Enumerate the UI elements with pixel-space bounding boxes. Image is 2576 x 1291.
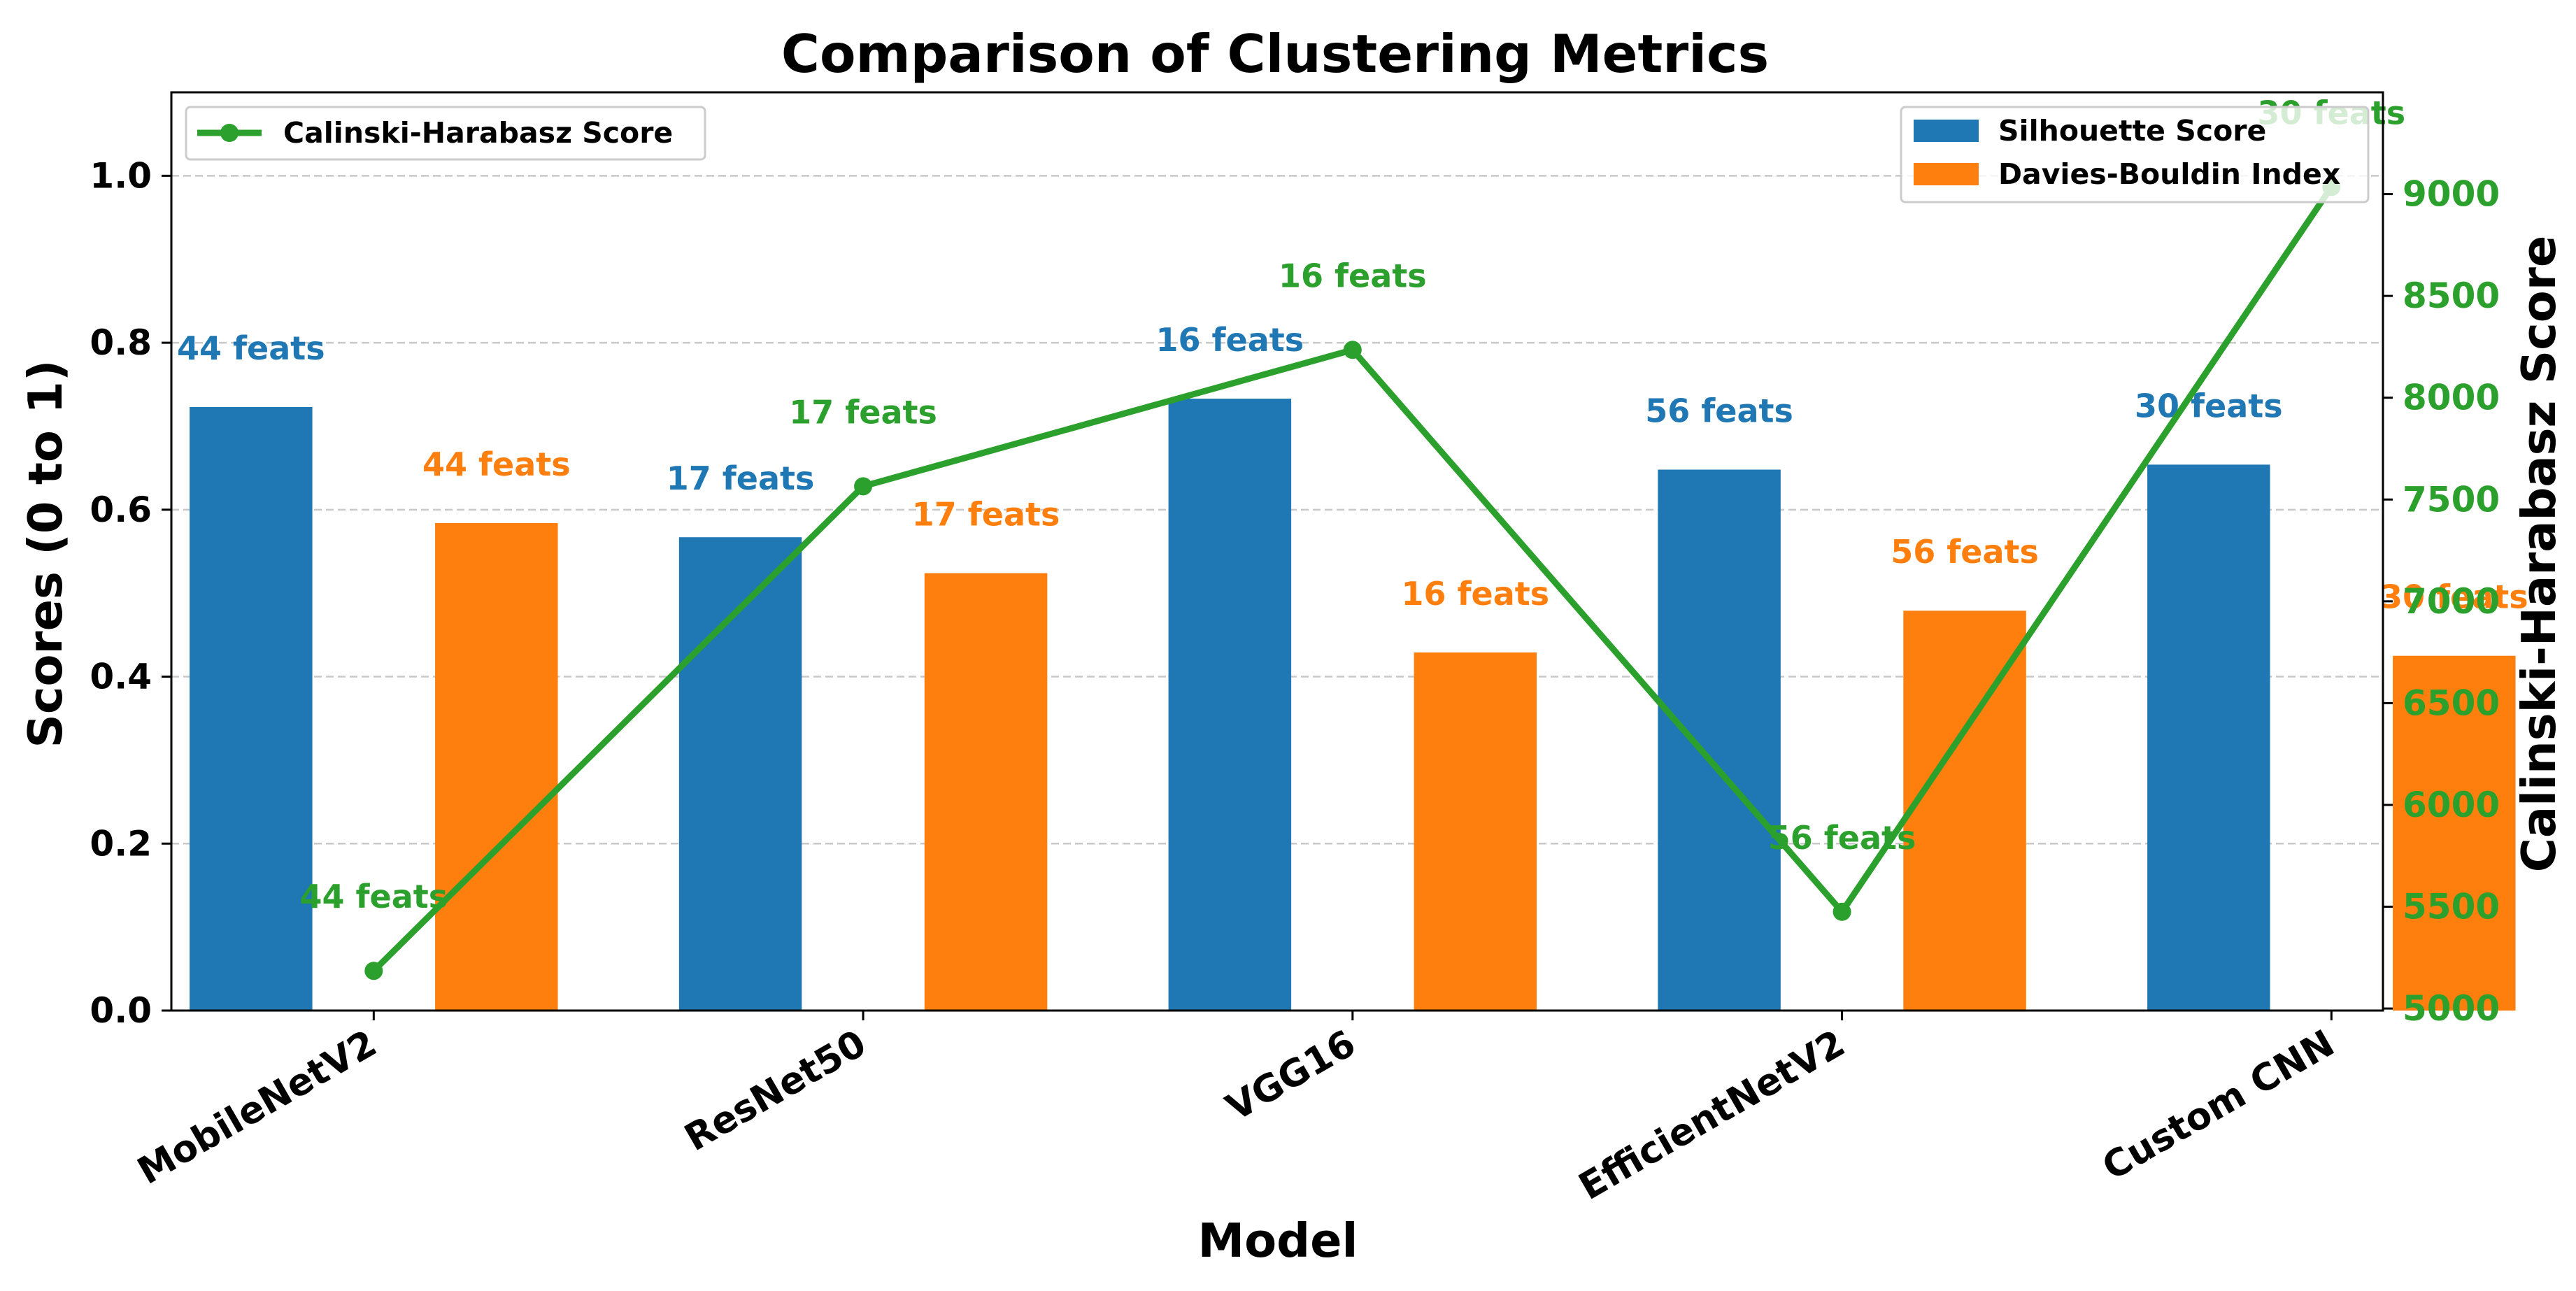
ch-point — [1833, 902, 1851, 921]
davies-bouldin-bar — [1414, 652, 1537, 1011]
y-tick-label: 0.8 — [90, 322, 152, 363]
silhouette-bar-label: 16 feats — [1156, 321, 1304, 359]
y2-tick-label: 6000 — [2403, 785, 2500, 825]
x-tick-label: VGG16 — [1219, 1022, 1362, 1129]
y-tick-label: 0.4 — [90, 657, 152, 697]
y2-tick-label: 9000 — [2403, 174, 2500, 215]
davies-bouldin-bar-label: 44 feats — [422, 445, 571, 483]
y2-tick-label: 5000 — [2403, 988, 2500, 1029]
legend-left-box — [185, 106, 706, 161]
bar-labels: 44 feats 17 feats 16 feats 56 feats 30 feats… — [177, 321, 2528, 616]
silhouette-bar — [678, 537, 802, 1011]
silhouette-bar — [1658, 469, 1781, 1011]
y2-tick-label: 7000 — [2403, 581, 2500, 622]
legend-db-swatch — [1914, 163, 1979, 185]
silhouette-bar-label: 56 feats — [1645, 392, 1793, 430]
ch-line — [364, 178, 2341, 980]
y-tick-label: 0.2 — [90, 823, 152, 864]
legend-ch-marker-swatch — [220, 124, 239, 142]
legend-db-label: Davies-Bouldin Index — [1998, 157, 2340, 191]
y2-tick-label: 8000 — [2403, 378, 2500, 418]
x-tick-label: Custom CNN — [2095, 1022, 2342, 1188]
silhouette-bar — [190, 407, 313, 1011]
ch-point — [364, 962, 383, 980]
davies-bouldin-bar-label: 16 feats — [1401, 575, 1549, 613]
davies-bouldin-bar — [435, 522, 558, 1011]
ch-polyline — [371, 185, 2335, 973]
legend-right: Silhouette Score Davies-Bouldin Index — [1900, 106, 2370, 204]
ch-labels: 44 feats 17 feats 16 feats 56 feats 30 feats — [299, 94, 2405, 915]
y-axis-title: Scores (0 to 1) — [18, 360, 73, 748]
davies-bouldin-bar-label: 17 feats — [912, 496, 1060, 534]
ch-point — [854, 477, 873, 496]
davies-bouldin-bar — [2393, 655, 2516, 1011]
legend-left: Calinski-Harabasz Score — [185, 106, 706, 161]
silhouette-bar — [1168, 399, 1292, 1011]
silhouette-bar-label: 30 feats — [2135, 387, 2283, 425]
ch-point — [1343, 341, 1362, 359]
x-tick-label: EfficientNetV2 — [1572, 1022, 1852, 1208]
davies-bouldin-bar — [1903, 611, 2026, 1011]
legend-right-box — [1900, 106, 2370, 204]
x-tick-label: MobileNetV2 — [131, 1022, 384, 1192]
ch-point-label: 17 feats — [789, 393, 937, 431]
x-axis-title: Model — [1197, 1213, 1358, 1268]
y-tick-label: 1.0 — [90, 155, 152, 196]
silhouette-bar — [2147, 464, 2270, 1011]
legend-ch-label: Calinski-Harabasz Score — [283, 116, 673, 150]
left-axis: 0.0 0.2 0.4 0.6 0.8 1.0 — [90, 155, 171, 1031]
legend-silhouette-label: Silhouette Score — [1998, 114, 2266, 148]
ch-point-label: 16 feats — [1279, 257, 1427, 294]
davies-bouldin-bar-label: 56 feats — [1891, 533, 2039, 571]
ch-point-label: 44 feats — [299, 878, 448, 915]
x-axis: MobileNetV2 ResNet50 VGG16 EfficientNetV2 Cu… — [131, 1011, 2342, 1208]
ch-point-label: 56 feats — [1768, 819, 1916, 857]
y2-tick-label: 8500 — [2403, 276, 2500, 316]
y-tick-label: 0.0 — [90, 990, 152, 1031]
y2-tick-label: 6500 — [2403, 683, 2500, 723]
y-tick-label: 0.6 — [90, 490, 152, 530]
y2-tick-label: 7500 — [2403, 479, 2500, 520]
silhouette-bar-label: 44 feats — [177, 329, 325, 367]
chart-title: Comparison of Clustering Metrics — [781, 23, 1769, 85]
x-tick-label: ResNet50 — [678, 1022, 874, 1160]
plot-frame — [170, 91, 2384, 1012]
davies-bouldin-bar-label: 30 feats — [2380, 578, 2528, 616]
y2-axis-title: Calinski-Harabasz Score — [2512, 236, 2566, 873]
silhouette-bar-label: 17 feats — [667, 459, 815, 497]
davies-bouldin-bar — [924, 573, 1048, 1011]
right-axis: 5000 5500 6000 6500 7000 7500 8000 8500 9000 — [2383, 174, 2500, 1029]
y2-tick-label: 5500 — [2403, 887, 2500, 927]
bars — [190, 399, 2516, 1011]
legend-silhouette-swatch — [1914, 120, 1979, 142]
